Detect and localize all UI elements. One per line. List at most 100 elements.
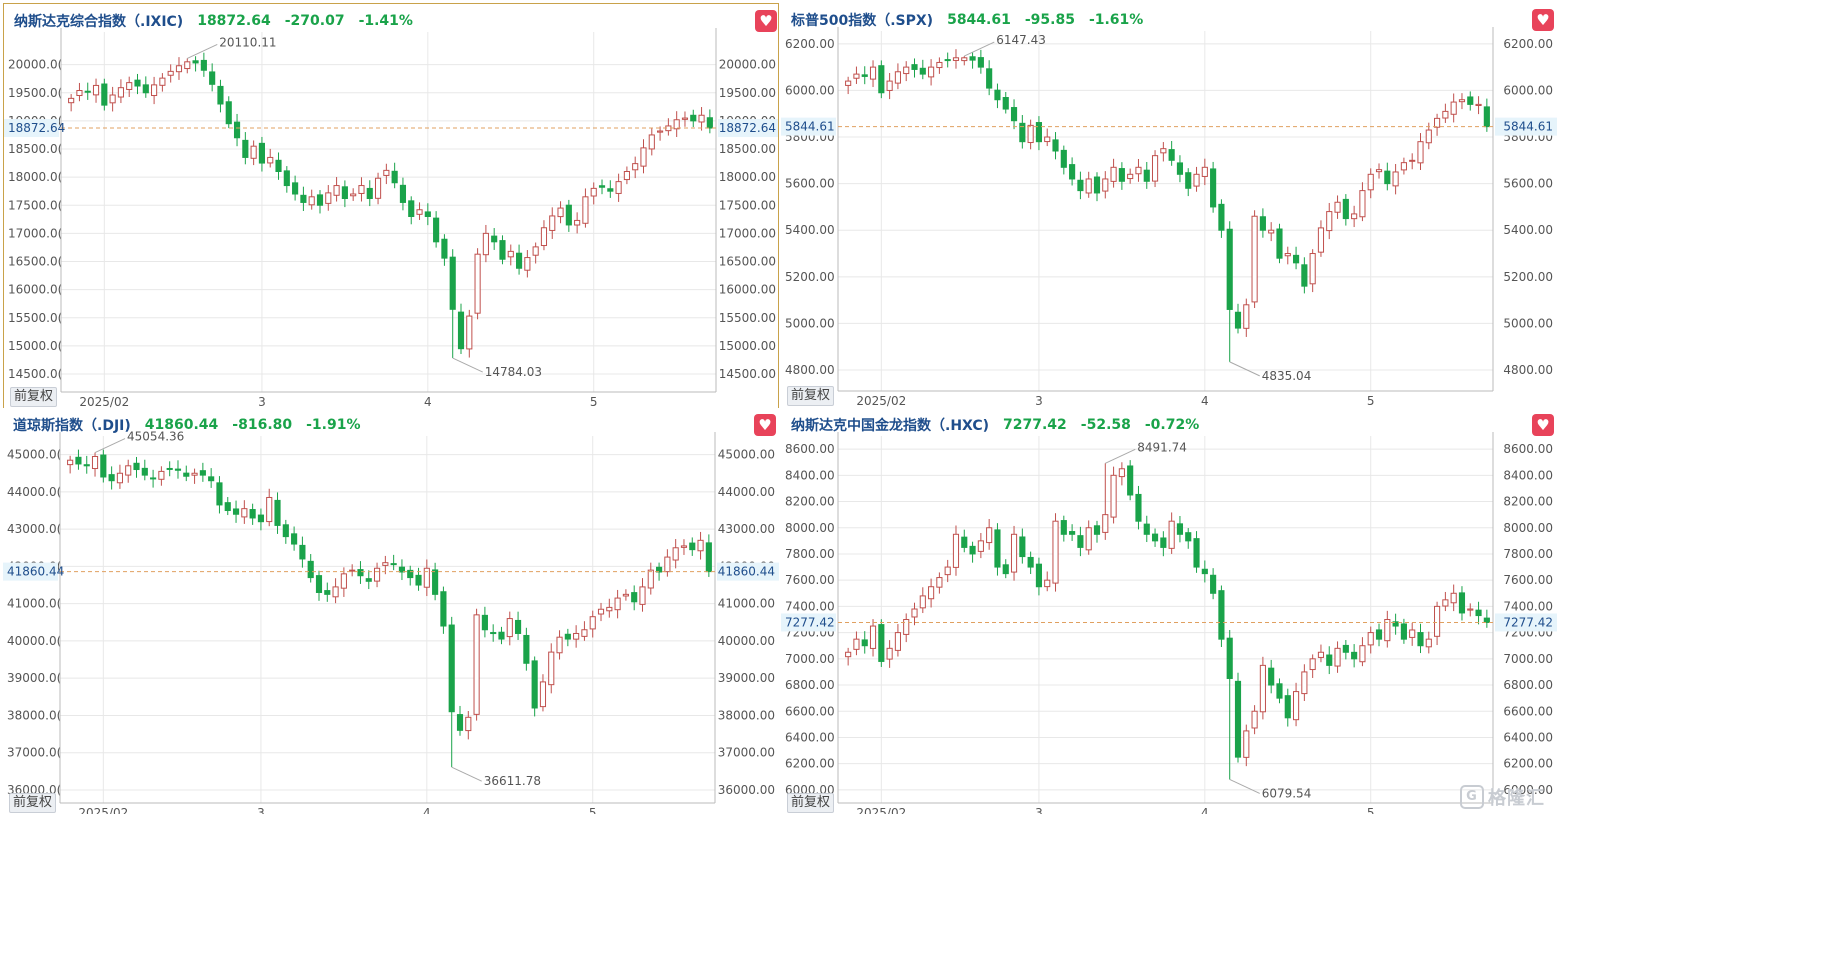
candle	[631, 592, 638, 603]
last-price-tag-right	[718, 119, 778, 138]
panel-header: 标普500指数（.SPX) 5844.61 -95.85 -1.61%	[791, 9, 1143, 31]
last-price-label-left: 18872.64	[8, 121, 65, 135]
x-tick-label: 5	[590, 395, 598, 409]
index-name[interactable]: 纳斯达克中国金龙指数（.HXC)	[791, 418, 990, 434]
candle	[919, 67, 926, 75]
y-tick-label-left: 45000.0(	[7, 448, 61, 462]
y-tick-label-right: 8000.00	[1503, 521, 1553, 535]
candle	[232, 508, 240, 515]
chart-panel-spx[interactable]: 标普500指数（.SPX) 5844.61 -95.85 -1.61% ♥ 62…	[781, 3, 1557, 409]
candle	[316, 194, 324, 206]
candle	[441, 238, 448, 259]
candle	[565, 204, 572, 226]
candle	[84, 90, 91, 93]
candle	[1218, 590, 1225, 640]
last-price-tag-left	[4, 119, 59, 138]
candlestick-chart[interactable]: 20000.0(20000.0019500.0(19500.0019000.0(…	[4, 4, 779, 409]
y-tick-label-left: 8400.00	[785, 468, 835, 482]
y-tick-label-left: 41000.0(	[7, 597, 61, 611]
candle	[1176, 523, 1184, 535]
last-price-label-right: 41860.44	[718, 565, 775, 579]
candle	[126, 82, 133, 90]
candle	[573, 632, 580, 640]
candle	[944, 59, 951, 62]
y-tick-label-right: 7600.00	[1503, 573, 1553, 587]
candle	[390, 563, 397, 566]
heart-icon[interactable]: ♥	[1532, 414, 1554, 436]
watermark-text: 格隆汇	[1488, 788, 1545, 809]
y-tick-label-right: 38000.00	[718, 708, 775, 722]
heart-icon[interactable]: ♥	[754, 414, 776, 436]
candle	[1467, 96, 1474, 105]
candle	[184, 61, 191, 70]
candle	[1060, 149, 1067, 168]
candle	[91, 455, 99, 470]
chart-panel-ixic[interactable]: 纳斯达克综合指数（.IXIC) 18872.64 -270.07 -1.41% …	[3, 3, 779, 409]
index-change: -270.07	[284, 13, 345, 29]
candle	[1027, 124, 1034, 144]
candle	[1234, 680, 1242, 758]
candle	[1118, 468, 1125, 478]
y-tick-label-left: 6000.00	[785, 83, 835, 97]
candle	[1027, 556, 1034, 568]
chart-panel-dji[interactable]: 道琼斯指数（.DJI) 41860.44 -816.80 -1.91% ♥ 45…	[3, 408, 779, 814]
candle	[75, 456, 82, 465]
candlestick-chart[interactable]: 8600.00 8600.00 8400.00 8400.00 8200.00 8200.…	[781, 408, 1557, 814]
y-tick-label-right: 39000.00	[718, 671, 775, 685]
candle	[1409, 159, 1416, 162]
adjust-mode-tag[interactable]: 前复权	[9, 793, 57, 813]
chart-panel-hxc[interactable]: 纳斯达克中国金龙指数（.HXC) 7277.42 -52.58 -0.72% ♥…	[781, 408, 1557, 814]
candle	[1483, 106, 1490, 128]
candle	[1442, 599, 1449, 607]
low-leader	[1229, 779, 1260, 794]
candle	[333, 185, 340, 196]
y-tick-label-right: 6200.00	[1503, 757, 1553, 771]
candle	[672, 547, 679, 561]
candle	[1276, 228, 1283, 259]
candle	[325, 192, 332, 204]
index-name[interactable]: 标普500指数（.SPX)	[791, 13, 934, 29]
candle	[133, 462, 140, 471]
candle	[92, 84, 100, 96]
adjust-mode-tag[interactable]: 前复权	[787, 793, 835, 813]
y-tick-label-left: 6600.00	[785, 704, 835, 718]
index-name[interactable]: 纳斯达克综合指数（.IXIC)	[14, 14, 184, 30]
candle	[936, 61, 943, 69]
y-tick-label-left: 40000.0(	[7, 634, 61, 648]
candle	[1268, 229, 1275, 234]
index-name[interactable]: 道琼斯指数（.DJI)	[13, 418, 131, 434]
candle	[532, 246, 539, 256]
index-change-pct: -1.61%	[1088, 12, 1144, 28]
candle	[1450, 101, 1457, 115]
candle	[250, 145, 257, 159]
candle	[607, 188, 614, 192]
candle	[398, 566, 406, 573]
candle	[1135, 493, 1142, 522]
candle	[374, 177, 382, 199]
candle	[1193, 538, 1200, 568]
index-change: -816.80	[232, 417, 293, 433]
adjust-mode-tag[interactable]: 前复权	[787, 386, 835, 406]
adjust-mode-tag[interactable]: 前复权	[10, 387, 58, 407]
candle	[391, 170, 398, 184]
heart-icon[interactable]: ♥	[1532, 9, 1554, 31]
candle	[689, 542, 696, 551]
candle	[1060, 520, 1067, 535]
candle	[1168, 520, 1175, 549]
x-tick-label: 3	[1035, 806, 1043, 814]
candle	[150, 477, 157, 480]
candle	[482, 232, 489, 256]
index-change: -95.85	[1024, 12, 1075, 28]
candle	[994, 529, 1001, 568]
index-change-pct: -1.91%	[306, 417, 361, 433]
low-label: 6079.54	[1262, 786, 1312, 800]
candle	[919, 595, 926, 609]
heart-icon[interactable]: ♥	[755, 10, 777, 32]
candle	[366, 187, 373, 199]
candlestick-chart[interactable]: 45000.0(45000.00 44000.0(44000.00 43000.0(…	[3, 408, 779, 814]
candle	[399, 184, 407, 203]
candle	[365, 578, 372, 582]
candle	[1118, 168, 1125, 182]
candle	[936, 577, 943, 588]
